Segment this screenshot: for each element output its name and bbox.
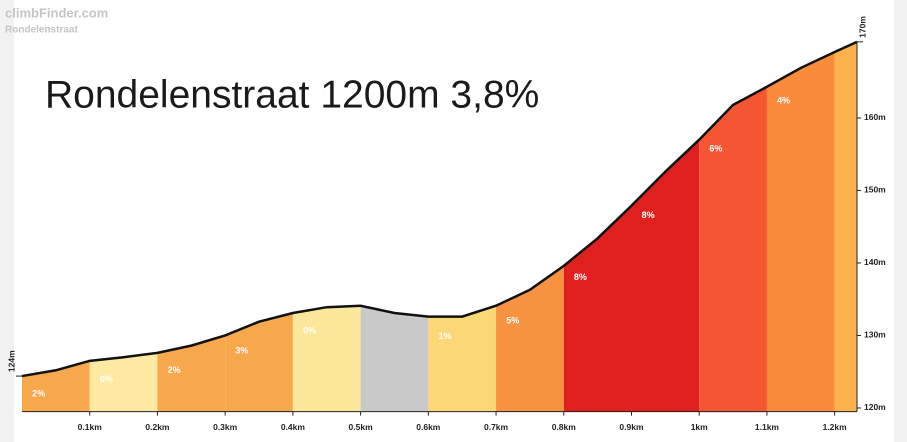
gradient-label: 8%	[574, 272, 587, 282]
gradient-segment	[496, 265, 564, 412]
gradient-segment	[631, 139, 700, 412]
x-tick-label: 1km	[691, 422, 708, 432]
gradient-label: 1%	[438, 331, 451, 341]
gradient-segment	[89, 352, 158, 412]
gradient-segment	[834, 41, 857, 412]
chart-title: Rondelenstraat 1200m 3,8%	[45, 73, 539, 116]
gradient-label: 6%	[709, 144, 722, 154]
gradient-segment	[428, 305, 497, 412]
gradient-label: 2%	[168, 365, 181, 375]
x-tick-label: 0.2km	[145, 422, 170, 432]
gradient-segment	[292, 305, 361, 412]
x-tick-label: 1.1km	[755, 422, 780, 432]
y-tick-label: 130m	[864, 330, 886, 340]
x-tick-label: 0.9km	[619, 422, 644, 432]
watermark-name: Rondelenstraat	[5, 25, 78, 36]
watermark-site: climbFinder.com	[5, 5, 108, 20]
gradient-label: 2%	[32, 389, 45, 399]
y-tick-label: 160m	[864, 112, 886, 122]
gradient-label: 0%	[303, 326, 316, 336]
gradient-segment	[157, 335, 226, 412]
x-tick-label: 0.1km	[78, 422, 103, 432]
gradient-segment	[699, 86, 767, 412]
x-tick-label: 1.2km	[823, 422, 848, 432]
y-tick-label: 150m	[864, 185, 886, 195]
gradient-label: 8%	[642, 210, 655, 220]
profile-line	[21, 40, 858, 378]
x-tick-label: 0.5km	[349, 422, 374, 432]
y-tick-label: 120m	[864, 402, 886, 412]
end-label: 170m	[857, 16, 867, 38]
gradient-segment	[360, 305, 429, 412]
gradient-segment	[563, 205, 632, 412]
gradient-label: 5%	[506, 315, 519, 325]
x-tick-label: 0.8km	[552, 422, 577, 432]
start-label: 124m	[6, 350, 16, 372]
gradient-segment	[766, 51, 835, 412]
gradient-label: 3%	[235, 346, 248, 356]
x-tick-label: 0.4km	[281, 422, 306, 432]
gradient-segment	[225, 312, 293, 412]
gradient-label: 4%	[777, 95, 790, 105]
x-tick-label: 0.7km	[484, 422, 509, 432]
x-tick-label: 0.6km	[416, 422, 441, 432]
gradient-label: 0%	[100, 374, 113, 384]
x-tick-label: 0.3km	[213, 422, 238, 432]
y-tick-label: 140m	[864, 257, 886, 267]
